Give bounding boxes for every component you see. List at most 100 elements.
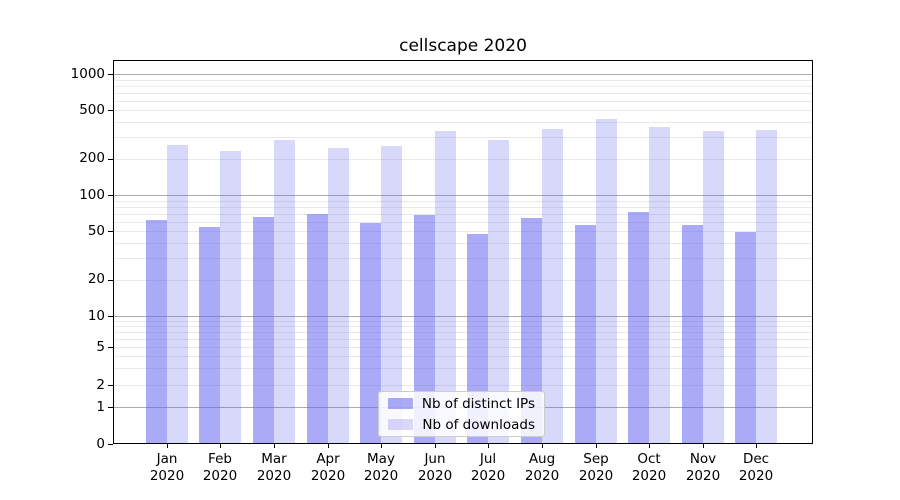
minor-gridline <box>114 243 812 244</box>
major-gridline <box>114 74 812 75</box>
minor-gridline <box>114 368 812 369</box>
y-tick-mark <box>108 159 113 160</box>
x-tick-mark <box>381 444 382 448</box>
bar-distinct-ips <box>307 214 328 443</box>
x-tick-label-line: 2020 <box>256 467 292 484</box>
minor-gridline <box>114 137 812 138</box>
bar-downloads <box>220 151 241 443</box>
y-tick-mark <box>108 280 113 281</box>
bar-distinct-ips <box>360 223 381 443</box>
y-tick-label: 1 <box>96 399 105 415</box>
plot-area <box>113 60 813 444</box>
y-tick-label: 10 <box>87 308 105 324</box>
x-tick-label-line: 2020 <box>631 467 667 484</box>
minor-gridline <box>114 356 812 357</box>
minor-gridline <box>114 122 812 123</box>
x-tick-label-line: 2020 <box>685 467 721 484</box>
x-tick-mark <box>328 444 329 448</box>
y-tick-label: 500 <box>79 102 105 118</box>
x-tick-label-line: Nov <box>689 451 717 467</box>
minor-gridline <box>114 258 812 259</box>
x-tick-label: Jan 2020 <box>137 451 197 484</box>
minor-gridline <box>114 86 812 87</box>
minor-gridline <box>114 207 812 208</box>
x-tick-label-line: 2020 <box>470 467 506 484</box>
x-tick-mark <box>167 444 168 448</box>
bar-downloads <box>488 140 509 443</box>
x-tick-label-line: Mar <box>261 451 287 467</box>
bar-distinct-ips <box>146 220 167 443</box>
x-tick-label: Dec 2020 <box>726 451 786 484</box>
bar-downloads <box>596 119 617 443</box>
x-tick-label: Jul 2020 <box>458 451 518 484</box>
x-tick-label-line: 2020 <box>417 467 453 484</box>
x-tick-label-line: Feb <box>208 451 232 467</box>
bar-downloads <box>435 131 456 443</box>
minor-gridline <box>114 385 812 386</box>
x-tick-label-line: Oct <box>637 451 661 467</box>
x-tick-label-line: 2020 <box>149 467 185 484</box>
y-tick-label: 100 <box>79 187 105 203</box>
x-tick-label-line: Jan <box>156 451 178 467</box>
x-tick-label-line: 2020 <box>524 467 560 484</box>
y-tick-label: 50 <box>87 223 105 239</box>
minor-gridline <box>114 339 812 340</box>
x-tick-label-line: May <box>367 451 395 467</box>
x-tick-label-line: Apr <box>316 451 340 467</box>
y-tick-label: 2 <box>96 377 105 393</box>
bar-downloads <box>167 145 188 443</box>
bar-downloads <box>756 130 777 443</box>
minor-gridline <box>114 214 812 215</box>
x-tick-mark <box>542 444 543 448</box>
x-tick-label-line: Jun <box>424 451 446 467</box>
bar-downloads <box>649 127 670 443</box>
minor-gridline <box>114 93 812 94</box>
minor-gridline <box>114 201 812 202</box>
x-tick-label-line: 2020 <box>202 467 238 484</box>
y-tick-label: 0 <box>96 436 105 452</box>
bar-distinct-ips <box>199 227 220 443</box>
bar-distinct-ips <box>628 212 649 443</box>
y-tick-label: 20 <box>87 271 105 287</box>
major-gridline <box>114 316 812 317</box>
minor-gridline <box>114 80 812 81</box>
y-tick-label: 1000 <box>70 66 105 82</box>
minor-gridline <box>114 101 812 102</box>
x-tick-mark <box>703 444 704 448</box>
bar-distinct-ips <box>682 225 703 443</box>
legend-label-distinct-ips: Nb of distinct IPs <box>421 395 535 412</box>
legend: Nb of distinct IPs Nb of downloads <box>378 391 545 437</box>
legend-item-distinct-ips: Nb of distinct IPs <box>388 396 535 412</box>
y-tick-mark <box>108 316 113 317</box>
y-tick-mark <box>108 231 113 232</box>
minor-gridline <box>114 231 812 232</box>
x-tick-label: Apr 2020 <box>298 451 358 484</box>
legend-item-downloads: Nb of downloads <box>388 417 535 433</box>
x-tick-mark <box>435 444 436 448</box>
bar-distinct-ips <box>575 225 596 443</box>
minor-gridline <box>114 347 812 348</box>
x-tick-mark <box>488 444 489 448</box>
x-tick-label-line: 2020 <box>363 467 399 484</box>
y-tick-mark <box>108 74 113 75</box>
bars <box>114 61 812 443</box>
x-tick-label: Oct 2020 <box>619 451 679 484</box>
x-tick-label: Nov 2020 <box>673 451 733 484</box>
x-tick-mark <box>756 444 757 448</box>
minor-gridline <box>114 321 812 322</box>
y-tick-mark <box>108 347 113 348</box>
x-tick-label-line: 2020 <box>578 467 614 484</box>
x-tick-label: Aug 2020 <box>512 451 572 484</box>
bar-distinct-ips <box>414 215 435 443</box>
x-tick-label-line: Dec <box>742 451 770 467</box>
y-tick-label: 200 <box>79 150 105 166</box>
x-tick-label: Feb 2020 <box>190 451 250 484</box>
x-tick-label-line: 2020 <box>310 467 346 484</box>
x-tick-mark <box>649 444 650 448</box>
bar-downloads <box>328 148 349 443</box>
bar-distinct-ips <box>735 232 756 443</box>
x-tick-label-line: Jul <box>479 451 497 467</box>
x-tick-label: Sep 2020 <box>566 451 626 484</box>
minor-gridline <box>114 280 812 281</box>
bar-downloads <box>542 129 563 443</box>
